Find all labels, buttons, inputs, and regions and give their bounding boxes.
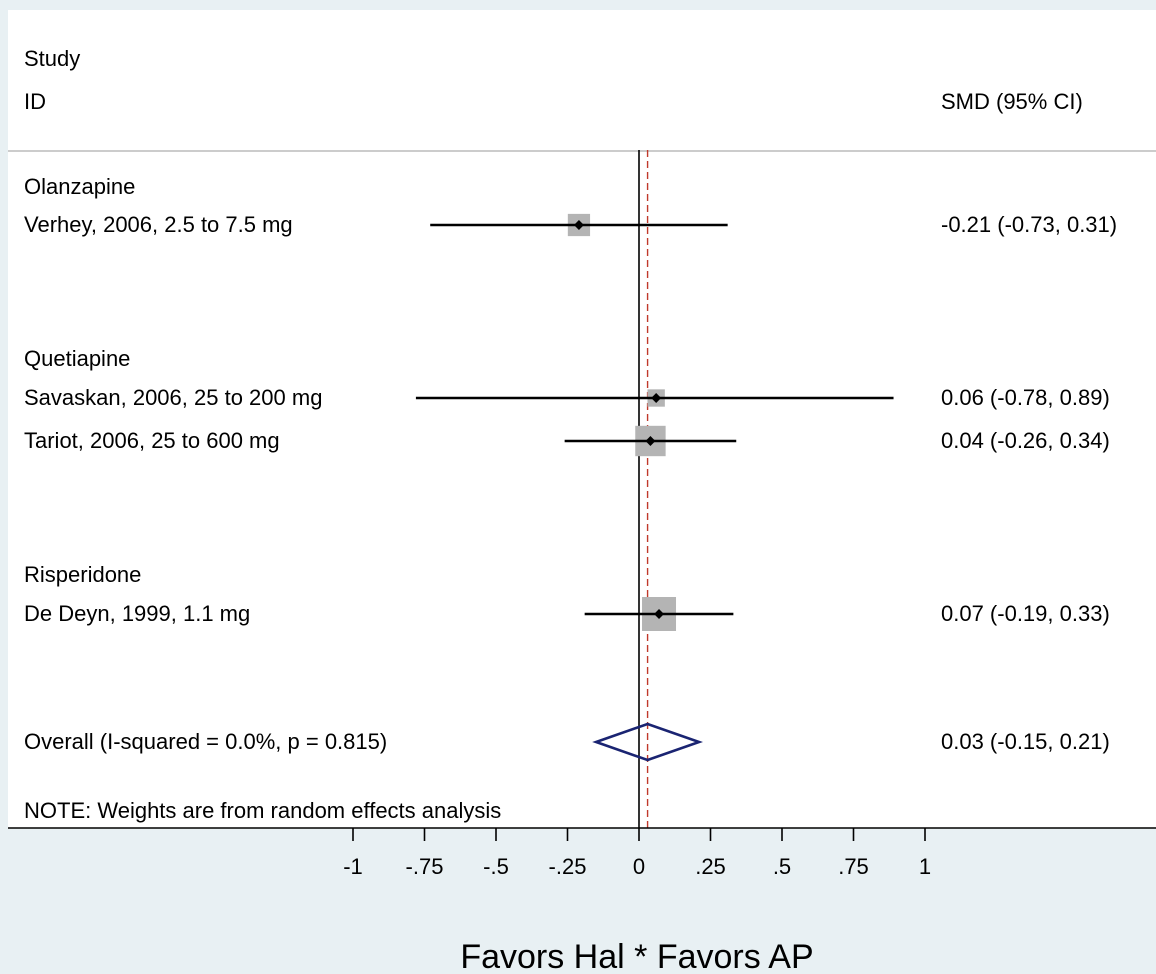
x-axis-label: Favors Hal * Favors AP xyxy=(460,938,813,974)
x-tick-label: 1 xyxy=(919,854,931,879)
group-label: Risperidone xyxy=(24,562,141,587)
group-label: Olanzapine xyxy=(24,174,135,199)
group-label: Quetiapine xyxy=(24,346,130,371)
header-effect: SMD (95% CI) xyxy=(941,89,1083,114)
forest-rows: Olanzapine Verhey, 2006, 2.5 to 7.5 mg -0.… xyxy=(24,150,1117,828)
overall-diamond xyxy=(592,722,703,762)
x-tick-label: -1 xyxy=(343,854,363,879)
study-ci-text: 0.04 (-0.26, 0.34) xyxy=(941,428,1110,453)
header-study: Study xyxy=(24,46,80,71)
overall-label: Overall (I-squared = 0.0%, p = 0.815) xyxy=(24,729,387,754)
study-label: Verhey, 2006, 2.5 to 7.5 mg xyxy=(24,212,293,237)
x-tick-label: .5 xyxy=(773,854,791,879)
x-tick-label: .25 xyxy=(695,854,726,879)
study-label: Tariot, 2006, 25 to 600 mg xyxy=(24,428,280,453)
x-tick-label: -.5 xyxy=(483,854,509,879)
study-label: De Deyn, 1999, 1.1 mg xyxy=(24,601,250,626)
study-point xyxy=(654,609,664,619)
study-ci-text: 0.06 (-0.78, 0.89) xyxy=(941,385,1110,410)
x-axis: -1 -.75 -.5 -.25 0 .25 .5 .75 1 xyxy=(8,827,1156,879)
study-ci-text: 0.07 (-0.19, 0.33) xyxy=(941,601,1110,626)
overall-ci-text: 0.03 (-0.15, 0.21) xyxy=(941,729,1110,754)
x-tick-label: -.75 xyxy=(406,854,444,879)
header-id: ID xyxy=(24,89,46,114)
note-text: NOTE: Weights are from random effects an… xyxy=(24,798,501,823)
study-point xyxy=(573,220,584,230)
study-ci-text: -0.21 (-0.73, 0.31) xyxy=(941,212,1117,237)
plot-area xyxy=(8,10,1156,828)
study-point xyxy=(651,393,662,403)
x-tick-label: 0 xyxy=(633,854,645,879)
x-tick-label: -.25 xyxy=(549,854,587,879)
study-label: Savaskan, 2006, 25 to 200 mg xyxy=(24,385,322,410)
study-point xyxy=(645,436,656,446)
x-tick-label: .75 xyxy=(838,854,869,879)
